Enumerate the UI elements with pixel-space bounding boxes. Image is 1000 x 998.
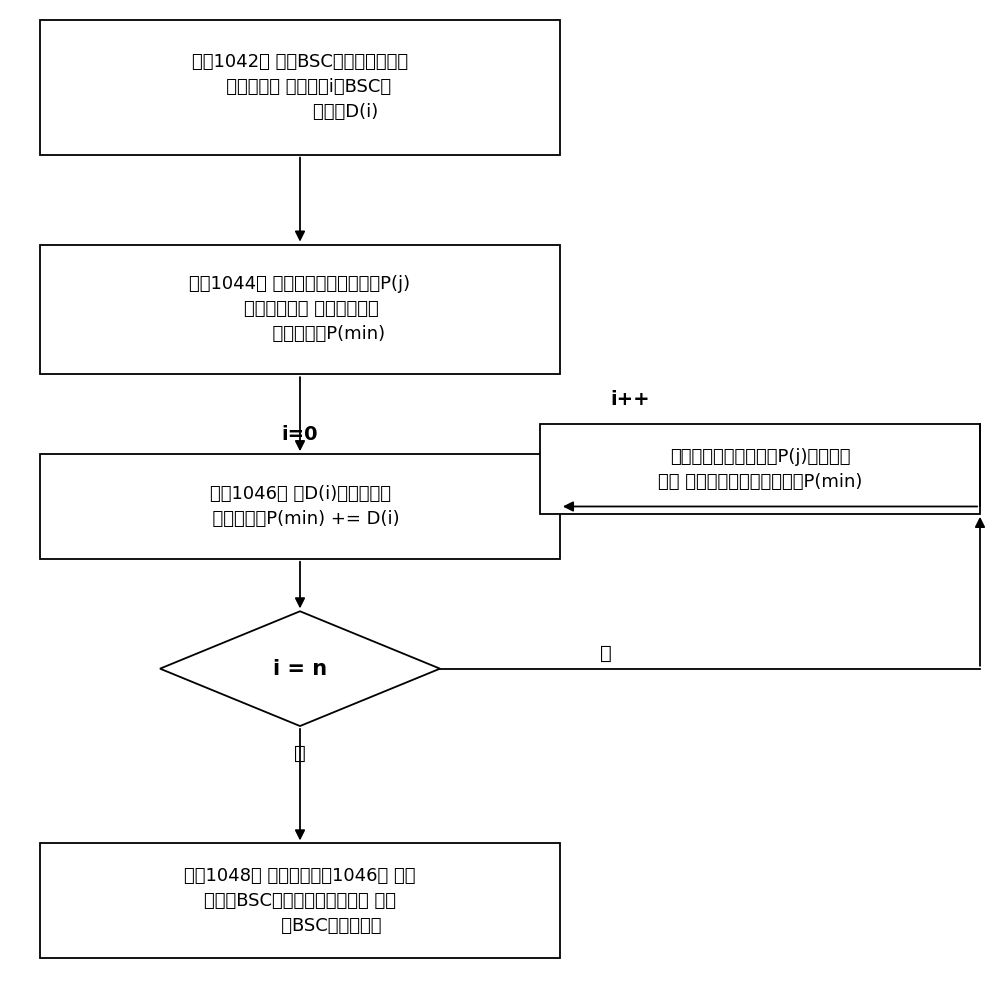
- Text: i++: i++: [610, 390, 650, 409]
- FancyBboxPatch shape: [40, 245, 560, 374]
- FancyBboxPatch shape: [40, 20, 560, 155]
- FancyBboxPatch shape: [40, 454, 560, 559]
- Text: 步骤1042： 对各BSC的流量从大到小
   进行排序， 并标记第i个BSC的
                流量为D(i): 步骤1042： 对各BSC的流量从大到小 进行排序， 并标记第i个BSC的 流量…: [192, 53, 408, 122]
- FancyBboxPatch shape: [540, 424, 980, 514]
- Text: i = n: i = n: [273, 659, 327, 679]
- Text: 步骤1048： 循环执行步骤1046， 直至
全部的BSC均加入对应的进程， 生成
           各BSC归属的进程: 步骤1048： 循环执行步骤1046， 直至 全部的BSC均加入对应的进程， 生…: [184, 866, 416, 935]
- Text: 是: 是: [294, 744, 306, 762]
- Text: i=0: i=0: [282, 424, 318, 444]
- Text: 否: 否: [600, 644, 612, 664]
- Text: 步骤1046： 将D(i)归属到流量
  最小的进程P(min) += D(i): 步骤1046： 将D(i)归属到流量 最小的进程P(min) += D(i): [201, 485, 399, 528]
- FancyBboxPatch shape: [40, 843, 560, 958]
- Text: 将各进程的流量标记为P(j)并进行排
序， 将流量最小的进程标记为P(min): 将各进程的流量标记为P(j)并进行排 序， 将流量最小的进程标记为P(min): [658, 447, 862, 491]
- Polygon shape: [160, 611, 440, 727]
- Text: 步骤1044： 将各进程的流量标记为P(j)
    并进行排序， 将流量最小的
          进程标记为P(min): 步骤1044： 将各进程的流量标记为P(j) 并进行排序， 将流量最小的 进程标…: [189, 275, 411, 343]
